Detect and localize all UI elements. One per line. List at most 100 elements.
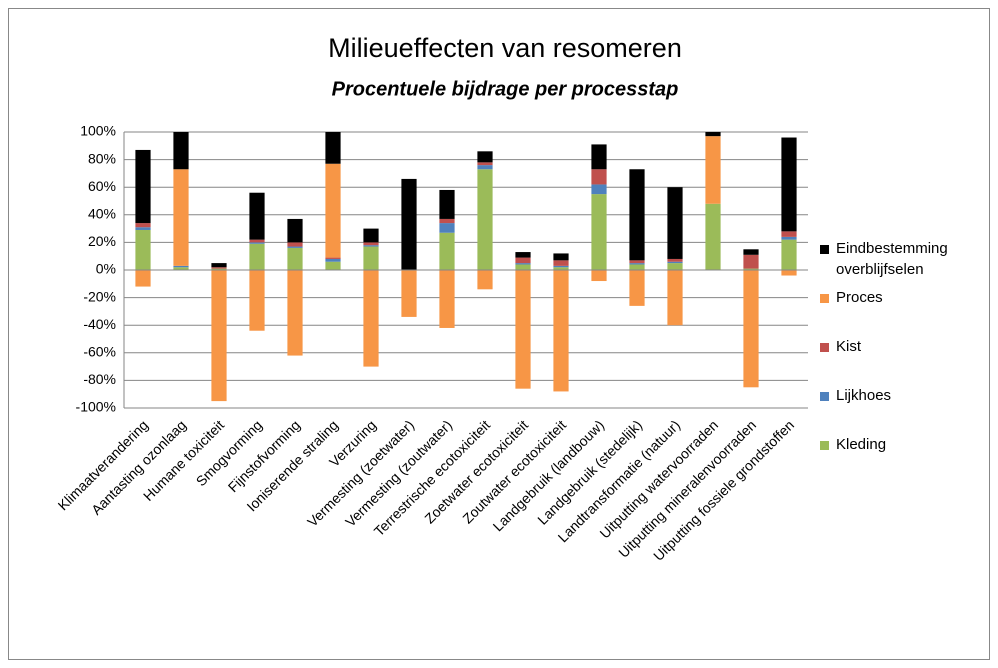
bar-segment (705, 132, 721, 137)
bar-segment (135, 149, 151, 224)
bar-segment (553, 260, 569, 266)
y-tick-label: -100% (76, 399, 116, 415)
bar-segment (477, 162, 493, 166)
bar-segment (173, 169, 189, 266)
bar-segment (439, 189, 455, 219)
bar-segment (173, 265, 189, 268)
bar-segment (173, 132, 189, 170)
y-tick-label: 80% (88, 150, 116, 166)
bar-segment (439, 218, 455, 224)
bar-segment (591, 169, 607, 185)
bar-segment (515, 257, 531, 264)
bar-segment (249, 242, 265, 244)
bar-segment (325, 261, 341, 270)
bar-segment (211, 263, 227, 268)
bar-segment (325, 258, 341, 262)
bar-segment (325, 132, 341, 164)
bar-segment (211, 270, 227, 402)
bar-segment (287, 218, 303, 243)
bar-segment (667, 187, 683, 259)
bar-segment (287, 246, 303, 248)
chart-title: Milieueffecten van resomeren (328, 33, 682, 63)
bar-segment (629, 270, 645, 306)
bar-segment (553, 253, 569, 261)
y-tick-label: 0% (96, 261, 116, 277)
legend-label: Proces (836, 289, 883, 306)
bar-segment (705, 136, 721, 204)
chart-subtitle: Procentuele bijdrage per processtap (332, 78, 679, 100)
bar-segment (781, 231, 797, 237)
bar-segment (249, 192, 265, 240)
bar-segment (515, 264, 531, 270)
y-tick-label: -40% (83, 316, 116, 332)
legend-swatch (820, 441, 829, 450)
bar-segment (135, 227, 151, 230)
bar-segment (591, 144, 607, 170)
bar-segment (629, 263, 645, 265)
y-tick-label: 60% (88, 178, 116, 194)
chart-frame (8, 8, 990, 660)
legend-swatch (820, 245, 829, 254)
bar-segment (173, 267, 189, 270)
bar-segment (743, 254, 759, 269)
legend-label: Eindbestemming overblijfselen (836, 240, 948, 278)
bar-segment (781, 137, 797, 232)
bar-segment (591, 194, 607, 270)
y-tick-label: 40% (88, 206, 116, 222)
bar-segment (477, 165, 493, 170)
bar-segment (287, 270, 303, 356)
legend-item: Kleding (818, 434, 988, 483)
bar-segment (781, 270, 797, 276)
bar-segment (743, 268, 759, 270)
bar-segment (781, 239, 797, 270)
bar-segment (135, 270, 151, 287)
bar-segment (515, 263, 531, 265)
bar-segment (553, 270, 569, 392)
y-tick-label: 20% (88, 233, 116, 249)
bar-segment (553, 265, 569, 268)
bar-segment (249, 239, 265, 243)
bar-segment (211, 267, 227, 269)
bar-segment (325, 257, 341, 259)
y-tick-label: -80% (83, 371, 116, 387)
y-tick-label: -20% (83, 288, 116, 304)
y-tick-label: 100% (80, 123, 116, 139)
legend: Eindbestemming overblijfselen Proces Kist L… (818, 238, 988, 483)
bar-segment (477, 169, 493, 270)
bar-segment (325, 163, 341, 258)
bar-segment (135, 229, 151, 270)
bar-segment (401, 178, 417, 270)
bar-segment (705, 203, 721, 270)
bar-segment (629, 169, 645, 261)
bar-segment (667, 263, 683, 270)
bar-segment (629, 264, 645, 270)
bar-segment (477, 151, 493, 163)
legend-swatch (820, 343, 829, 352)
legend-item: Lijkhoes (818, 385, 988, 434)
bar-segment (287, 247, 303, 270)
legend-label: Kist (836, 338, 862, 355)
bar-segment (629, 260, 645, 264)
bar-segment (667, 258, 683, 262)
y-tick-label: -60% (83, 344, 116, 360)
bar-segment (363, 246, 379, 270)
bar-segment (439, 232, 455, 270)
bar-segment (363, 270, 379, 367)
bar-segment (249, 270, 265, 331)
legend-swatch (820, 294, 829, 303)
bar-segment (363, 245, 379, 247)
bar-segment (591, 184, 607, 195)
bar-segment (363, 228, 379, 243)
bar-segment (743, 270, 759, 388)
legend-label: Kleding (836, 436, 887, 453)
bar-segment (667, 261, 683, 264)
bar-segment (249, 243, 265, 270)
legend-item: Kist (818, 336, 988, 385)
bar-segment (553, 267, 569, 270)
bar-segment (363, 242, 379, 246)
bar-segment (743, 249, 759, 255)
bar-segment (591, 270, 607, 282)
bar-segment (667, 270, 683, 326)
